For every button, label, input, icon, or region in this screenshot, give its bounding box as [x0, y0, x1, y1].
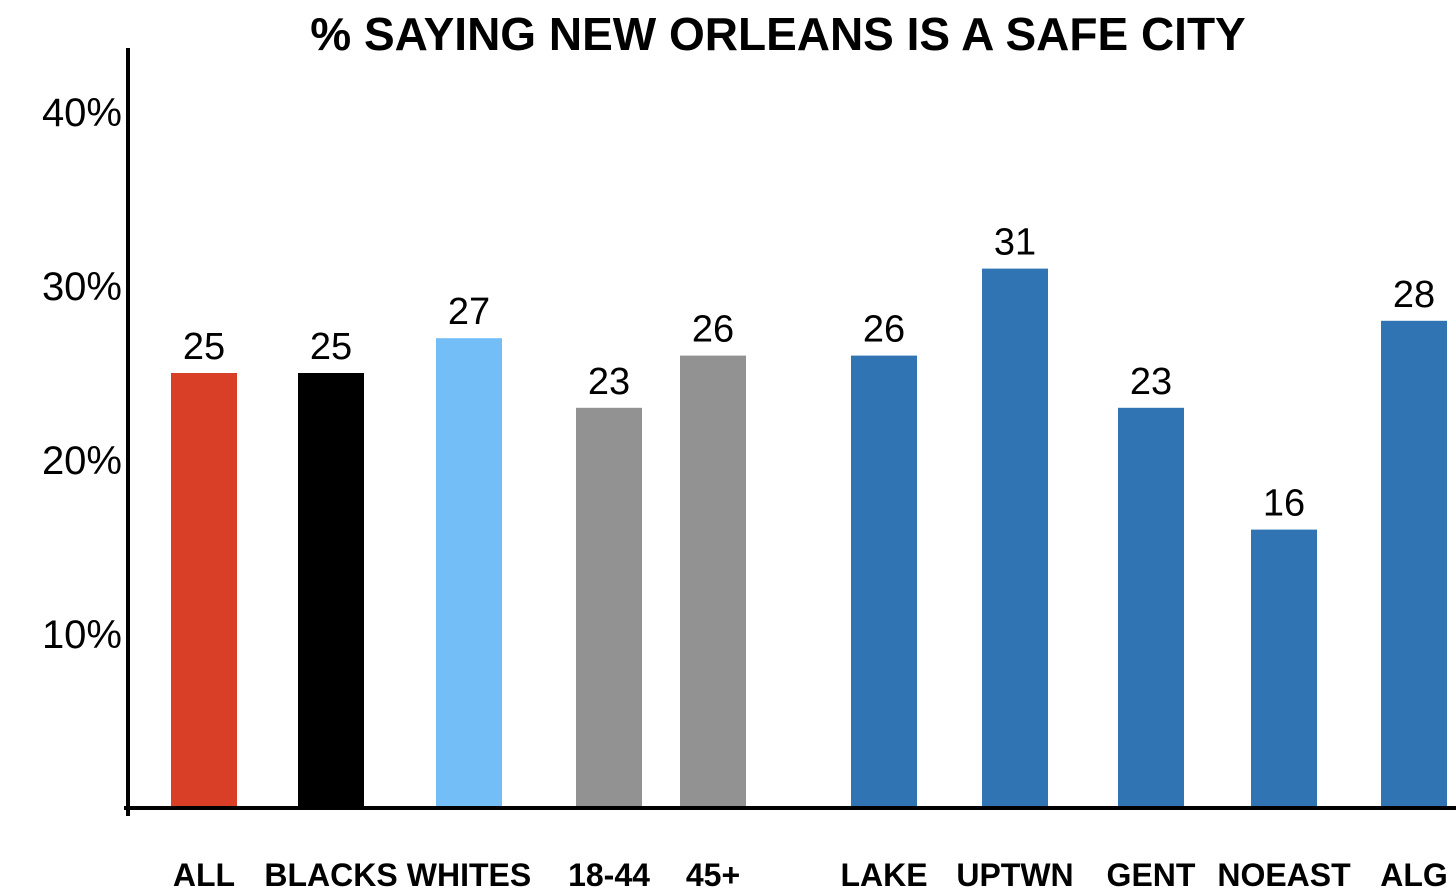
bar	[1118, 407, 1184, 808]
y-tick-label: 10%	[42, 613, 122, 657]
category-label: 45+	[686, 857, 740, 891]
category-label: UPTWN	[956, 857, 1073, 891]
bar	[171, 373, 237, 808]
bar-value-label: 25	[183, 326, 225, 368]
value-labels: 25 25 27 23 26 26 31 23 16 28	[183, 222, 1435, 525]
bar-value-label: 28	[1393, 274, 1435, 316]
bar-value-label: 23	[1130, 361, 1172, 403]
bar	[298, 373, 364, 808]
bar-value-label: 27	[448, 291, 490, 333]
bar	[436, 338, 502, 808]
chart-title: % SAYING NEW ORLEANS IS A SAFE CITY	[310, 8, 1245, 60]
y-tick-label: 30%	[42, 265, 122, 309]
category-label: WHITES	[407, 857, 531, 891]
bars	[171, 268, 1447, 809]
category-label: NOEAST	[1217, 857, 1351, 891]
bar	[680, 355, 746, 808]
y-axis-ticks: 10% 20% 30% 40%	[42, 91, 122, 657]
bar	[851, 355, 917, 808]
bar	[982, 268, 1048, 809]
category-label: 18-44	[568, 857, 650, 891]
bar-value-label: 26	[863, 309, 905, 351]
bar-value-label: 25	[310, 326, 352, 368]
bar-value-label: 23	[588, 361, 630, 403]
category-label: GENT	[1107, 857, 1196, 891]
bar-value-label: 31	[994, 222, 1036, 264]
bar	[1251, 529, 1317, 808]
bar-value-label: 16	[1263, 483, 1305, 525]
category-label: LAKE	[840, 857, 927, 891]
category-label: ALG	[1380, 857, 1448, 891]
category-labels: ALL BLACKS WHITES 18-44 45+ LAKE UPTWN GENT NOEA…	[173, 857, 1448, 891]
bar-value-label: 26	[692, 309, 734, 351]
category-label: BLACKS	[264, 857, 397, 891]
y-tick-label: 20%	[42, 439, 122, 483]
bar	[1381, 320, 1447, 808]
y-tick-label: 40%	[42, 91, 122, 135]
bar	[576, 407, 642, 808]
category-label: ALL	[173, 857, 235, 891]
